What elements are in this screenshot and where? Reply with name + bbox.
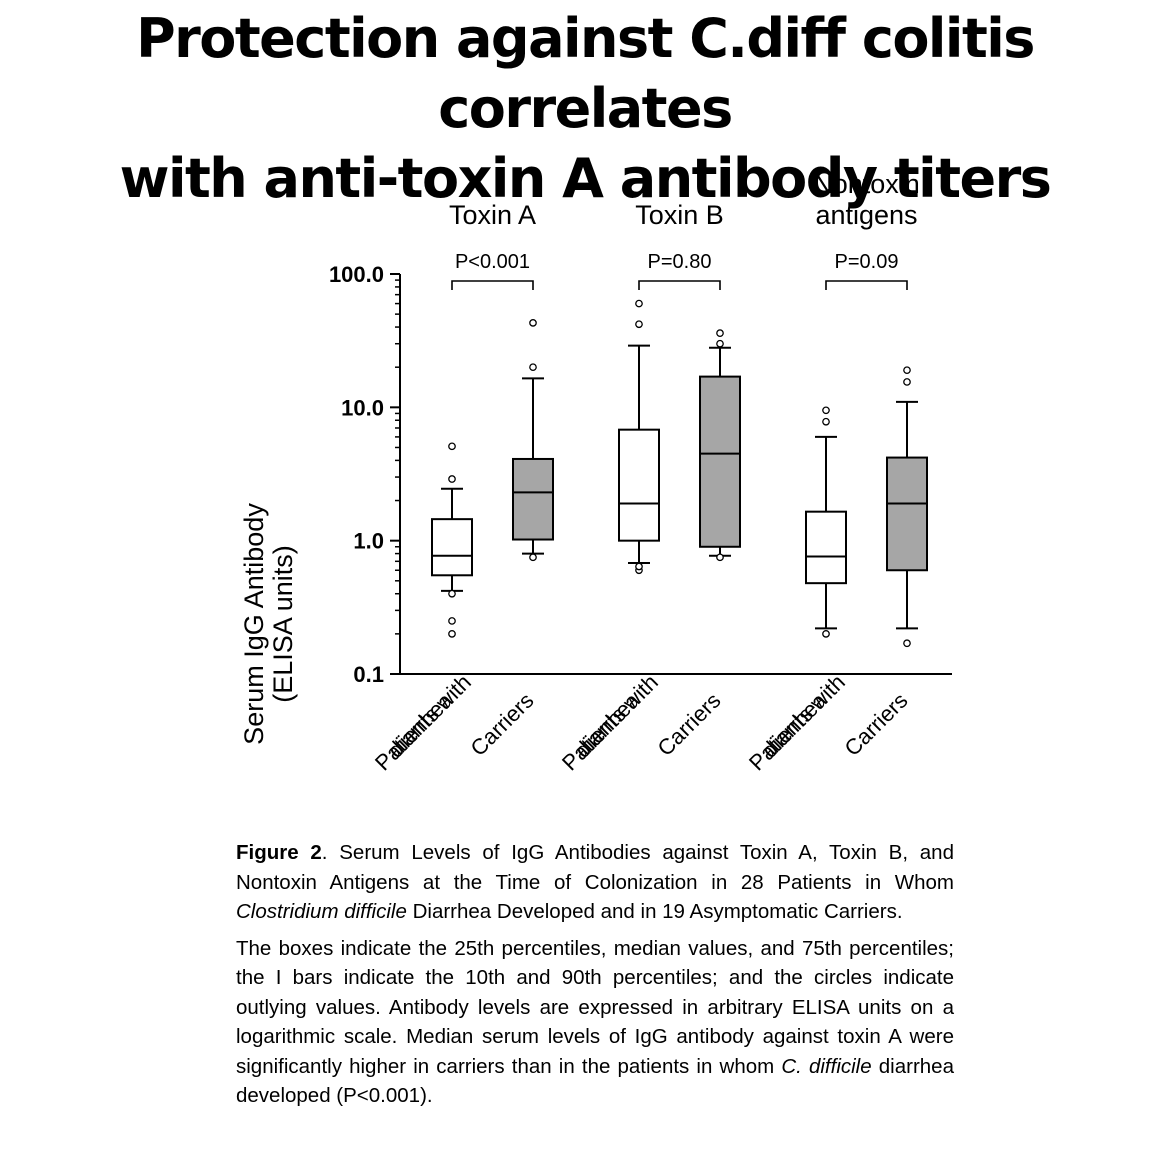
outlier-point — [822, 630, 830, 638]
outlier-point — [822, 406, 830, 415]
slide-title: Protection against C.diff colitis correl… — [0, 4, 1170, 214]
outlier-point — [448, 617, 456, 625]
figure-label: Figure 2 — [236, 841, 322, 864]
significance-bracket — [825, 280, 908, 290]
y-axis-label: Serum IgG Antibody — [239, 503, 269, 745]
outlier-point — [448, 442, 456, 451]
box-iqr — [512, 457, 554, 541]
caption-text: diarrhea developed (P<0.001). — [236, 1054, 954, 1108]
outlier-point — [903, 639, 911, 648]
group-title: antigens — [815, 200, 917, 230]
outlier-point — [716, 339, 724, 348]
outlier-point — [635, 320, 643, 329]
y-tick-label: 1.0 — [353, 529, 384, 554]
p-value-label: P=0.80 — [648, 251, 712, 273]
caption-italic-species: C. difficile — [781, 1054, 872, 1078]
box-plot-chart: 0.1 1.0 10.0 100.0 Serum IgG Antibody (ELISA … — [239, 169, 952, 775]
x-tick-label: Carriers — [466, 688, 539, 761]
p-value-label: P=0.09 — [835, 251, 899, 273]
outlier-point — [635, 299, 643, 308]
caption-text: Diarrhea Developed and in 19 Asymptomati… — [406, 900, 903, 923]
figure-caption: Figure 2. Serum Levels of IgG Antibodies… — [236, 838, 954, 1118]
significance-bracket — [451, 280, 534, 290]
outlier-point — [529, 553, 537, 562]
x-tick-label: diarrhea — [570, 687, 645, 762]
outlier-point — [716, 553, 724, 562]
caption-italic-species: Clostridium difficile — [236, 900, 407, 923]
outlier-point — [903, 366, 911, 375]
x-tick-label: Carriers — [840, 688, 913, 761]
caption-text: The boxes indicate the 25th percentiles,… — [236, 936, 954, 1078]
box-iqr — [805, 510, 847, 585]
outlier-point — [529, 363, 537, 372]
y-tick-label: 0.1 — [353, 662, 384, 687]
box-iqr — [886, 456, 928, 572]
slide-title-line-2: with anti-toxin A antibody titers — [119, 147, 1052, 210]
group-title: Nontoxin — [813, 169, 920, 199]
outlier-point — [448, 475, 456, 483]
caption-paragraph-1: Figure 2. Serum Levels of IgG Antibodies… — [236, 838, 954, 927]
outlier-point — [529, 319, 537, 327]
y-tick-label: 100.0 — [329, 262, 384, 287]
significance-bracket — [638, 280, 721, 290]
outlier-point — [716, 329, 724, 338]
x-tick-label: diarrhea — [383, 687, 458, 762]
x-tick-label: Carriers — [653, 688, 726, 761]
box-iqr — [431, 518, 473, 577]
y-tick-label: 10.0 — [341, 395, 384, 420]
box-iqr — [699, 375, 741, 548]
outlier-point — [448, 630, 456, 638]
box-iqr — [618, 428, 660, 542]
outlier-point — [903, 378, 911, 386]
group-title: Toxin B — [635, 200, 724, 230]
y-axis-label: (ELISA units) — [268, 545, 298, 703]
outlier-point — [448, 589, 456, 598]
slide-title-line-1: Protection against C.diff colitis correl… — [136, 7, 1035, 140]
caption-paragraph-2: The boxes indicate the 25th percentiles,… — [236, 934, 954, 1111]
outlier-point — [822, 417, 830, 426]
caption-text: . Serum Levels of IgG Antibodies against… — [236, 841, 954, 894]
p-value-label: P<0.001 — [455, 251, 530, 273]
x-tick-label: diarrhea — [757, 687, 832, 762]
outlier-point — [635, 562, 643, 571]
group-title: Toxin A — [449, 200, 536, 230]
